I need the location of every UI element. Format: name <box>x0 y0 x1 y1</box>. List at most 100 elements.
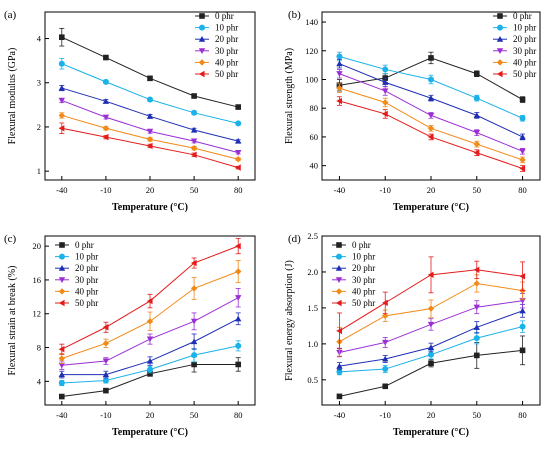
data-point <box>190 318 198 325</box>
data-point <box>102 340 110 347</box>
data-point <box>382 110 388 118</box>
x-tick-label: 50 <box>190 410 199 420</box>
data-point <box>190 338 198 345</box>
x-axis-title: Temperature (°C) <box>393 202 469 213</box>
data-point <box>146 297 153 305</box>
y-tick-label: 4 <box>37 376 42 386</box>
y-tick-label: 3 <box>37 78 41 88</box>
data-point <box>190 285 198 292</box>
data-point <box>235 150 242 156</box>
series-30-phr <box>336 69 526 155</box>
series-30-phr <box>58 97 242 156</box>
data-point <box>473 95 480 102</box>
legend-marker <box>496 36 504 42</box>
y-tick-label: 0.5 <box>307 375 318 385</box>
data-point <box>519 96 526 103</box>
legend-marker <box>59 242 65 248</box>
y-tick-label: 140 <box>305 17 318 27</box>
y-tick-label: 1.5 <box>307 303 318 313</box>
data-point <box>102 377 109 384</box>
data-point <box>473 324 480 330</box>
legend-marker <box>58 299 65 307</box>
legend-label: 30 phr <box>513 46 536 56</box>
data-point <box>235 120 242 127</box>
data-point <box>190 259 197 267</box>
data-point <box>473 335 480 342</box>
data-point <box>102 371 110 378</box>
data-point <box>336 393 343 400</box>
data-point <box>519 165 526 172</box>
data-point <box>427 125 435 132</box>
data-point <box>147 366 153 373</box>
x-tick-label: -40 <box>56 410 67 420</box>
y-tick-label: 1 <box>37 166 41 176</box>
x-tick-label: 20 <box>146 410 155 420</box>
x-axis-title: Temperature (°C) <box>112 202 188 213</box>
legend-label: 0 phr <box>513 11 532 21</box>
data-point <box>58 60 65 67</box>
data-point <box>336 327 342 335</box>
data-point <box>58 84 65 91</box>
data-point <box>102 78 109 85</box>
legend-label: 20 phr <box>352 263 375 273</box>
data-point <box>336 368 343 375</box>
data-point <box>427 94 435 101</box>
x-tick-label: 20 <box>146 185 155 195</box>
data-point <box>235 361 241 368</box>
series-30-phr <box>336 293 526 358</box>
y-tick-label: 2.0 <box>307 267 318 277</box>
data-point <box>382 88 389 95</box>
data-point <box>191 93 197 99</box>
data-point <box>235 156 242 163</box>
legend-marker <box>59 253 65 260</box>
data-point <box>58 346 65 353</box>
y-tick-label: 1.0 <box>307 339 318 349</box>
y-tick-label: 16 <box>33 275 42 285</box>
y-tick-label: 12 <box>33 309 42 319</box>
x-tick-label: 80 <box>234 185 243 195</box>
data-point <box>102 114 110 121</box>
legend-marker <box>58 277 66 283</box>
data-point <box>190 138 198 145</box>
legend-marker <box>496 70 503 78</box>
x-tick-label: 80 <box>518 410 527 420</box>
data-point <box>146 128 154 135</box>
data-point <box>473 266 480 273</box>
data-point <box>59 34 65 40</box>
series-50-phr <box>336 256 526 350</box>
panel-label: (c) <box>4 233 17 245</box>
panel-label: (d) <box>288 233 301 245</box>
data-point <box>427 271 434 279</box>
data-point <box>382 66 389 73</box>
data-point <box>428 76 434 83</box>
x-tick-label: 80 <box>518 185 527 195</box>
x-tick-label: 50 <box>473 410 482 420</box>
data-point <box>191 361 197 368</box>
x-tick-label: -10 <box>380 185 391 195</box>
data-point <box>473 140 480 148</box>
data-point <box>58 125 65 132</box>
legend-marker <box>497 13 503 19</box>
data-point <box>146 318 154 325</box>
series-40-phr <box>58 112 242 163</box>
data-point <box>519 115 526 122</box>
x-tick-label: 20 <box>427 410 436 420</box>
series-20-phr <box>58 312 242 379</box>
legend-label: 50 phr <box>75 298 98 308</box>
data-point <box>473 352 480 359</box>
panel-label: (b) <box>288 9 301 21</box>
series-20-phr <box>336 58 526 141</box>
data-point <box>235 342 242 349</box>
legend-label: 40 phr <box>75 286 98 296</box>
data-point <box>235 104 241 110</box>
data-point <box>382 99 389 106</box>
data-point <box>235 242 241 250</box>
data-point <box>235 315 242 322</box>
data-point <box>191 109 198 116</box>
chart-panel-2: -40 -10 20 50 80 40 60 80 100 120 140 Temperature (… <box>284 9 541 213</box>
data-point <box>336 97 342 105</box>
legend-label: 40 phr <box>352 286 375 296</box>
